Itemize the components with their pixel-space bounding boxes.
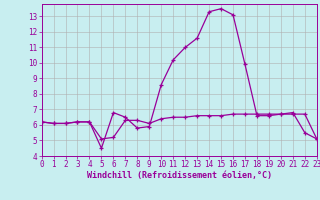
X-axis label: Windchill (Refroidissement éolien,°C): Windchill (Refroidissement éolien,°C) <box>87 171 272 180</box>
